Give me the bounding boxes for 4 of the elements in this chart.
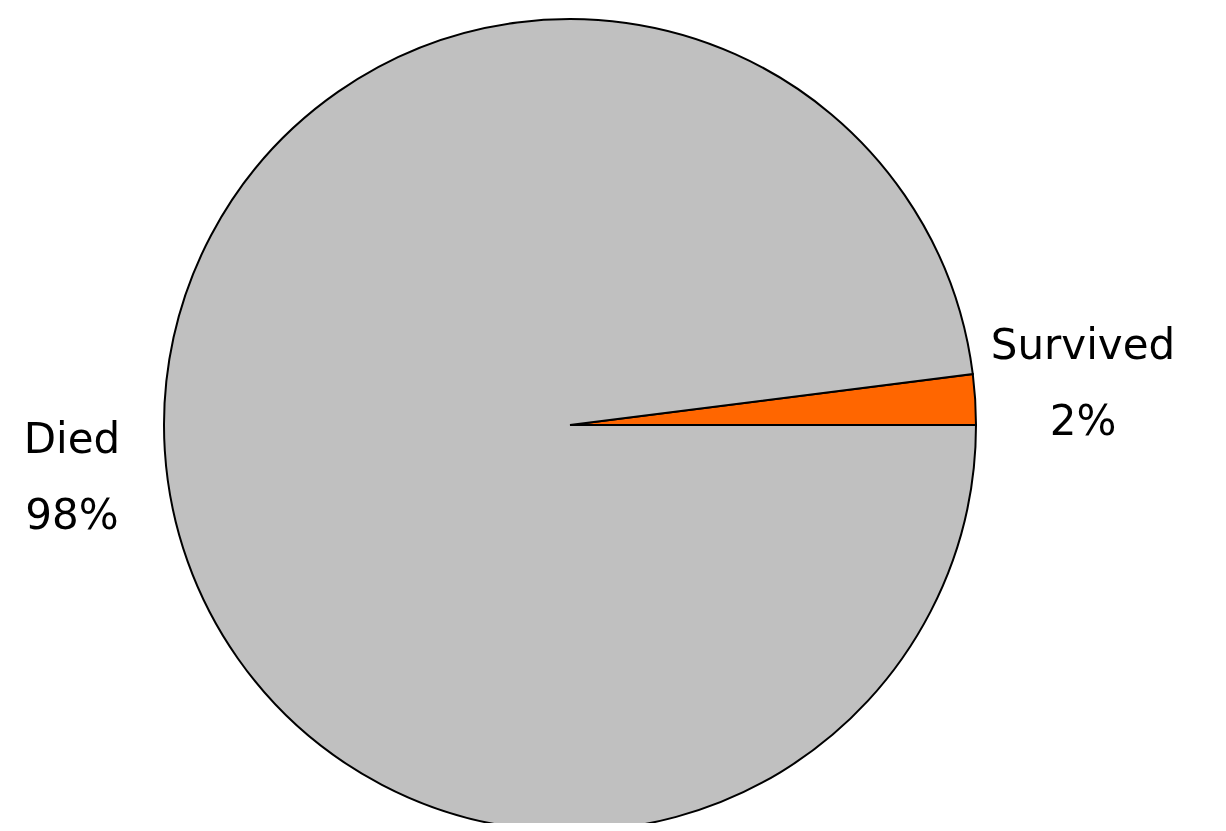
- slice-label: Survived: [990, 320, 1176, 370]
- data-label: 98%: [25, 489, 119, 539]
- slice-label: Died: [23, 413, 121, 463]
- data-label: 2%: [1049, 396, 1117, 446]
